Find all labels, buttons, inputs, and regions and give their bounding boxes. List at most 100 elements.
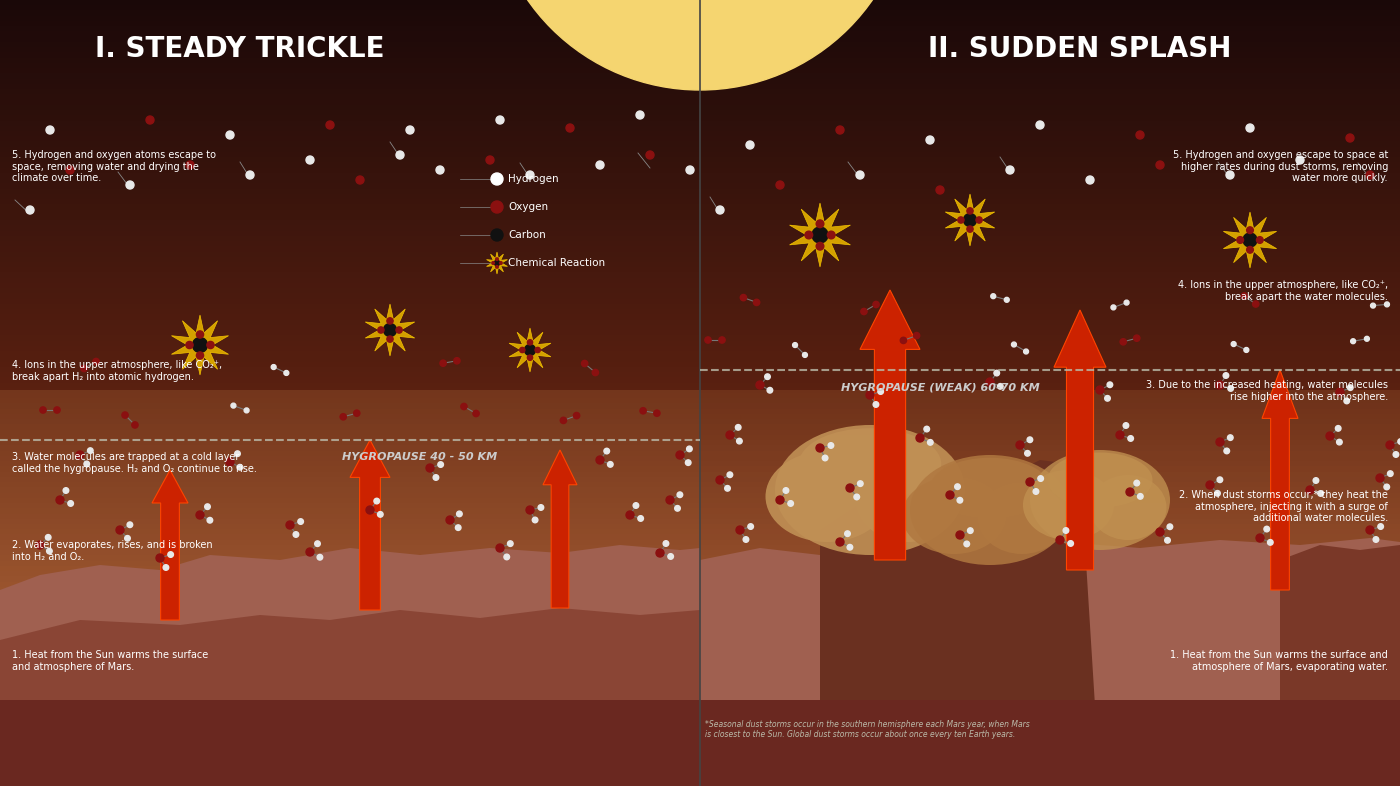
Circle shape: [636, 111, 644, 119]
Circle shape: [535, 347, 540, 353]
Circle shape: [1345, 134, 1354, 142]
Bar: [0, 215, 1400, 220]
Text: 5. Hydrogen and oxygen escape to space at
higher rates during dust storms, remov: 5. Hydrogen and oxygen escape to space a…: [1173, 150, 1387, 183]
Text: Oxygen: Oxygen: [508, 202, 549, 212]
Bar: [0, 204, 1400, 210]
Text: HYGROPAUSE 40 - 50 KM: HYGROPAUSE 40 - 50 KM: [343, 452, 497, 462]
Circle shape: [315, 541, 321, 546]
Bar: [0, 749, 1400, 755]
Text: 3. Water molecules are trapped at a cold layer
called the hygropause. H₂ and O₂ : 3. Water molecules are trapped at a cold…: [13, 452, 256, 474]
Circle shape: [1351, 339, 1355, 343]
Ellipse shape: [855, 457, 960, 542]
Circle shape: [406, 126, 414, 134]
Circle shape: [1326, 432, 1334, 440]
Bar: [0, 246, 1400, 252]
Circle shape: [675, 505, 680, 511]
Bar: [0, 519, 1400, 524]
Bar: [0, 729, 1400, 733]
Circle shape: [1063, 527, 1068, 534]
Ellipse shape: [979, 483, 1065, 554]
Circle shape: [958, 498, 963, 503]
Bar: [0, 183, 1400, 189]
Circle shape: [272, 365, 276, 369]
Circle shape: [526, 506, 533, 514]
Circle shape: [496, 544, 504, 552]
Circle shape: [976, 217, 983, 223]
Circle shape: [519, 347, 525, 353]
Bar: [0, 650, 1400, 655]
Circle shape: [1033, 489, 1039, 494]
Circle shape: [608, 461, 613, 467]
Circle shape: [225, 131, 234, 139]
Circle shape: [1376, 474, 1385, 482]
Bar: [0, 37, 1400, 42]
Circle shape: [1387, 471, 1393, 476]
Bar: [0, 707, 1400, 713]
Circle shape: [1317, 490, 1323, 496]
Circle shape: [603, 448, 609, 454]
Bar: [0, 509, 1400, 513]
Bar: [0, 10, 1400, 16]
Bar: [0, 53, 1400, 57]
Circle shape: [46, 126, 55, 134]
Circle shape: [491, 229, 503, 241]
Circle shape: [596, 161, 603, 169]
Bar: [0, 770, 1400, 776]
Circle shape: [1371, 303, 1375, 308]
Circle shape: [1242, 293, 1247, 299]
Circle shape: [1366, 526, 1373, 534]
Text: 5. Hydrogen and oxygen atoms escape to
space, removing water and drying the
clim: 5. Hydrogen and oxygen atoms escape to s…: [13, 150, 216, 183]
Circle shape: [736, 526, 743, 534]
Circle shape: [846, 484, 854, 492]
Circle shape: [146, 116, 154, 124]
Circle shape: [967, 208, 973, 214]
Circle shape: [396, 151, 405, 159]
Circle shape: [1336, 425, 1341, 432]
Bar: [0, 592, 1400, 597]
Circle shape: [668, 553, 673, 560]
Circle shape: [802, 352, 808, 358]
Circle shape: [967, 528, 973, 534]
Bar: [0, 399, 1400, 403]
Circle shape: [626, 511, 634, 519]
Circle shape: [504, 554, 510, 560]
Circle shape: [727, 431, 734, 439]
Circle shape: [958, 217, 965, 223]
Polygon shape: [790, 203, 850, 267]
Circle shape: [1107, 382, 1113, 387]
Text: II. SUDDEN SPLASH: II. SUDDEN SPLASH: [928, 35, 1232, 63]
Bar: [0, 167, 1400, 173]
Bar: [0, 666, 1400, 670]
Circle shape: [1296, 156, 1303, 164]
Bar: [0, 608, 1400, 613]
Circle shape: [456, 511, 462, 516]
Bar: [0, 733, 1400, 739]
Circle shape: [66, 166, 74, 174]
Circle shape: [1243, 233, 1257, 247]
Circle shape: [36, 541, 43, 549]
Polygon shape: [1054, 310, 1106, 570]
Bar: [0, 718, 1400, 723]
Bar: [0, 645, 1400, 650]
Circle shape: [1011, 342, 1016, 347]
Circle shape: [715, 206, 724, 214]
Circle shape: [193, 337, 207, 352]
Bar: [0, 639, 1400, 645]
Bar: [0, 744, 1400, 749]
Circle shape: [1256, 534, 1264, 542]
Circle shape: [946, 491, 953, 499]
Circle shape: [916, 434, 924, 442]
Circle shape: [1138, 494, 1144, 499]
Circle shape: [1385, 302, 1389, 307]
Text: 3. Due to the increased heating, water molecules
rise higher into the atmosphere: 3. Due to the increased heating, water m…: [1147, 380, 1387, 402]
Circle shape: [1246, 227, 1253, 233]
Circle shape: [500, 262, 503, 264]
Bar: [0, 613, 1400, 619]
Circle shape: [1007, 166, 1014, 174]
Bar: [0, 325, 1400, 330]
Polygon shape: [860, 290, 920, 560]
Bar: [0, 387, 1400, 393]
Bar: [0, 493, 1400, 498]
Bar: [0, 152, 1400, 157]
Bar: [0, 556, 1400, 560]
